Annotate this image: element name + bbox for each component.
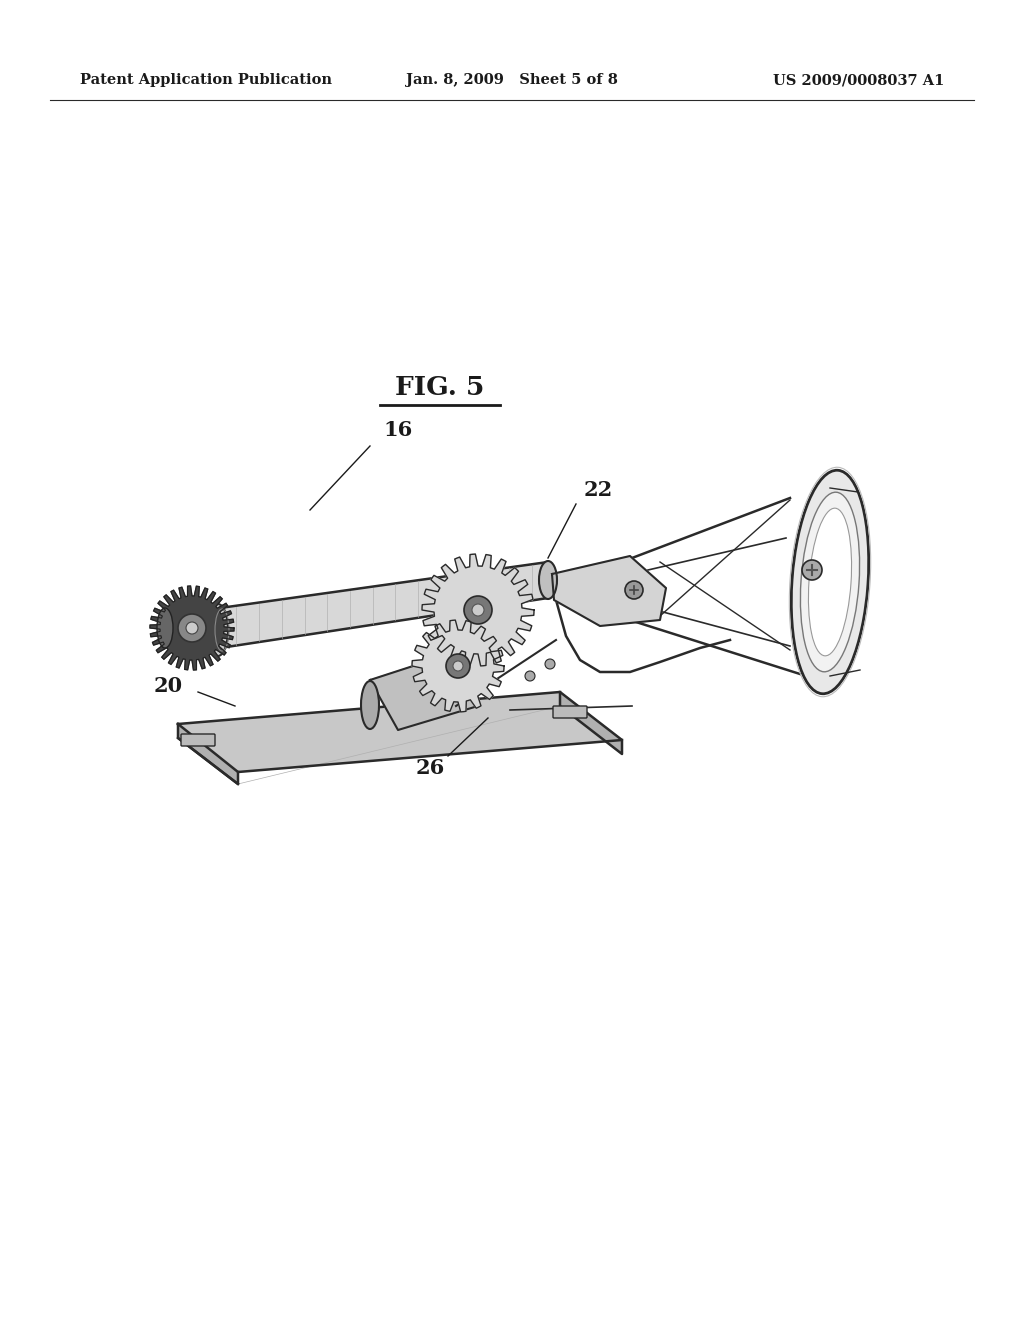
Text: 20: 20 [154, 676, 182, 696]
Polygon shape [178, 723, 238, 784]
Ellipse shape [808, 508, 852, 656]
Circle shape [186, 622, 198, 634]
Text: US 2009/0008037 A1: US 2009/0008037 A1 [773, 73, 944, 87]
Text: FIG. 5: FIG. 5 [395, 375, 484, 400]
Polygon shape [178, 692, 622, 772]
Ellipse shape [801, 492, 859, 672]
Polygon shape [412, 620, 504, 711]
FancyBboxPatch shape [553, 706, 587, 718]
Polygon shape [150, 586, 234, 671]
Text: Jan. 8, 2009   Sheet 5 of 8: Jan. 8, 2009 Sheet 5 of 8 [407, 73, 617, 87]
Ellipse shape [208, 605, 228, 656]
Polygon shape [370, 653, 478, 730]
Circle shape [453, 661, 463, 671]
Ellipse shape [361, 681, 379, 729]
Polygon shape [220, 562, 548, 648]
Text: Patent Application Publication: Patent Application Publication [80, 73, 332, 87]
Text: 26: 26 [416, 758, 444, 777]
Polygon shape [560, 692, 622, 754]
Circle shape [446, 653, 470, 678]
Circle shape [464, 597, 492, 624]
Circle shape [178, 614, 206, 642]
Circle shape [625, 581, 643, 599]
Circle shape [545, 659, 555, 669]
FancyBboxPatch shape [181, 734, 215, 746]
Text: 16: 16 [383, 420, 413, 440]
Text: 22: 22 [584, 480, 612, 500]
Circle shape [472, 605, 484, 616]
Ellipse shape [539, 561, 557, 599]
Polygon shape [552, 556, 666, 626]
Ellipse shape [157, 609, 173, 648]
Circle shape [802, 560, 822, 579]
Polygon shape [422, 554, 534, 665]
Ellipse shape [792, 470, 868, 694]
Circle shape [525, 671, 535, 681]
